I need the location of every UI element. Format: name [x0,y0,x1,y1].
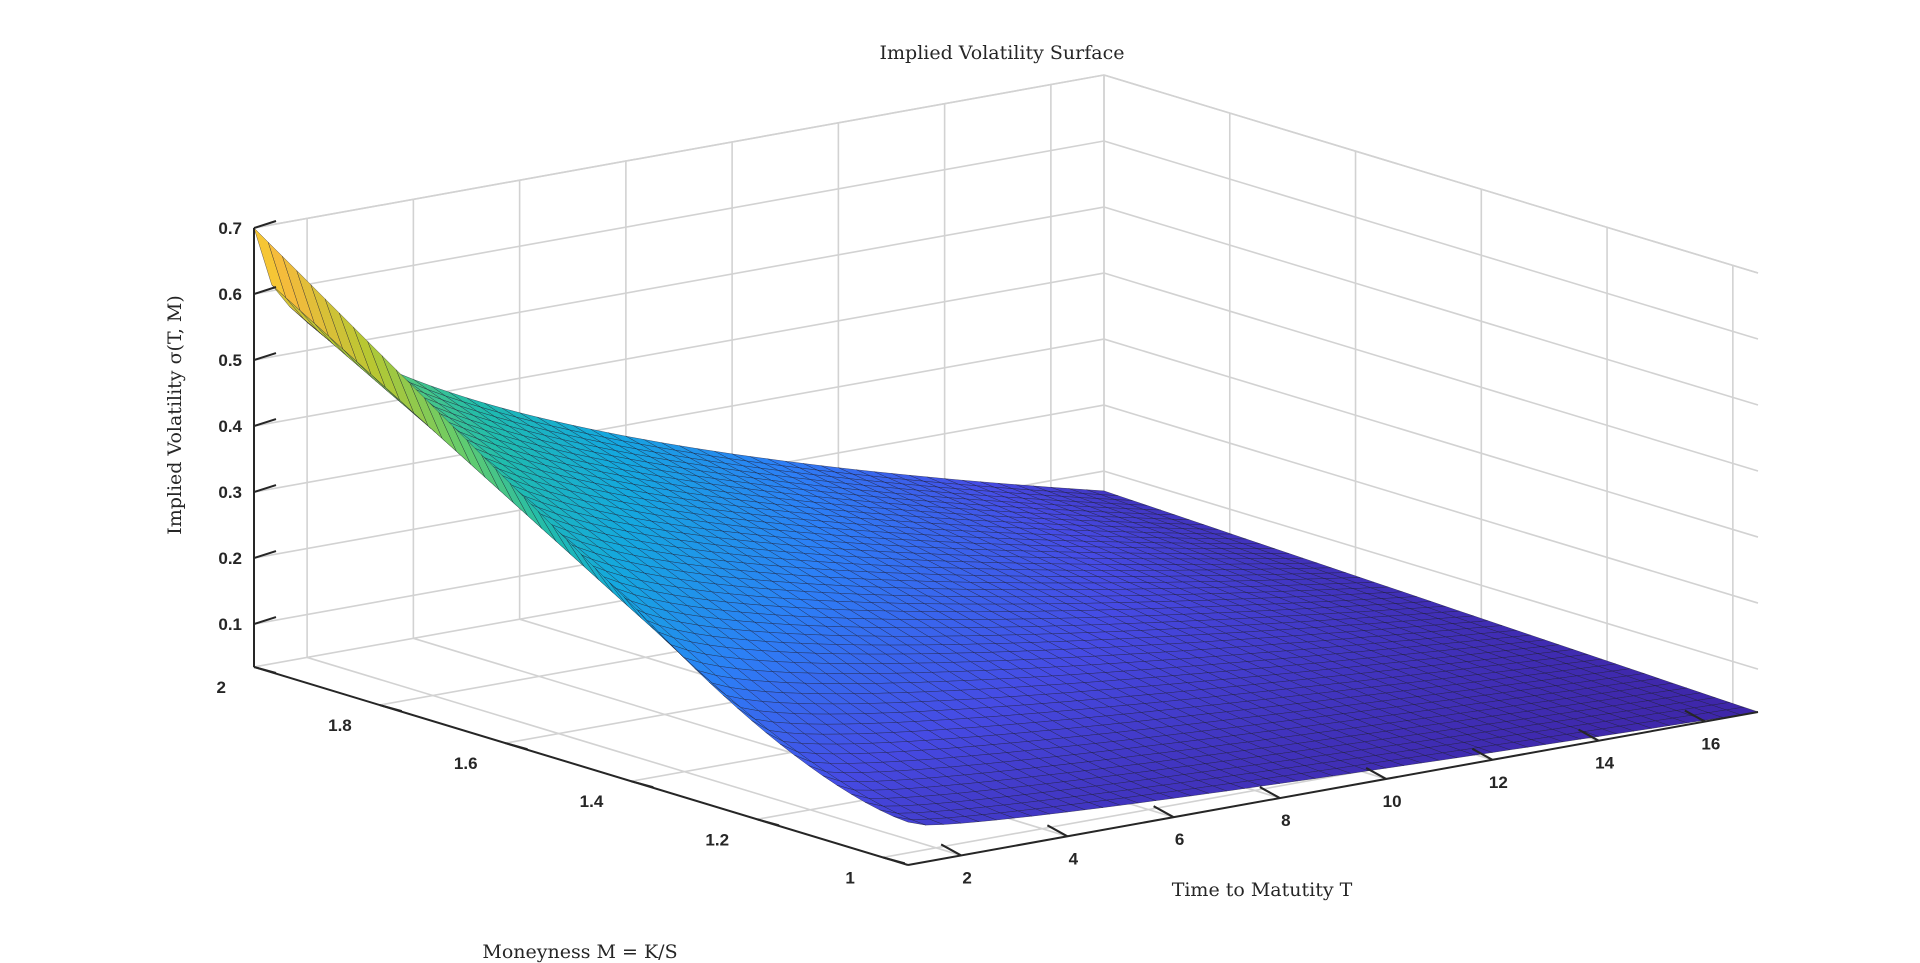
grid-line [253,272,1105,427]
y-axis-line [253,666,909,866]
x-tick-label: 8 [1281,811,1290,830]
z-tick [253,418,277,427]
axes-lines [253,228,1759,866]
z-tick [253,550,277,560]
x-tick-label: 2 [962,868,971,887]
surface-mesh [253,227,1759,826]
y-tick [379,704,403,713]
z-tick [253,616,277,626]
x-tick [1259,786,1281,799]
x-axis-label: Time to Matutity T [1172,879,1353,901]
grid-line [253,74,1105,229]
grid-line [1103,206,1759,406]
y-tick [253,666,277,674]
grid-line [1103,338,1759,538]
z-tick-label: 0.5 [218,351,242,370]
grid-line [1103,272,1759,472]
x-tick [1684,709,1706,723]
x-tick [1578,728,1600,742]
y-tick-label: 1.4 [580,792,604,811]
z-tick-label: 0.2 [218,549,242,568]
grid-line [1103,404,1759,604]
z-tick-label: 0.7 [218,219,242,238]
x-tick [1046,824,1068,838]
x-tick-label: 6 [1175,830,1184,849]
x-tick [940,843,962,857]
z-tick-label: 0.6 [218,285,242,304]
z-tick-label: 0.4 [218,417,242,436]
y-tick-label: 1 [845,868,854,887]
z-tick [253,352,277,361]
y-axis-label: Moneyness M = K/S [482,941,677,963]
grid-line [253,206,1105,361]
x-tick-label: 12 [1489,773,1508,792]
x-tick-label: 10 [1383,792,1402,811]
x-tick-label: 14 [1595,754,1614,773]
y-tick-label: 1.8 [328,716,352,735]
y-tick [882,856,906,865]
z-tick [253,286,277,295]
tick-marks [253,220,1706,865]
x-tick [1153,805,1175,819]
x-tick-label: 16 [1701,735,1720,754]
x-tick [1471,747,1493,761]
x-axis-line [907,711,1759,866]
z-tick [253,220,277,229]
y-tick [756,818,780,827]
y-tick [505,742,528,751]
grid-line [1103,470,1759,670]
y-tick-label: 1.6 [454,754,478,773]
y-tick [631,780,654,789]
grid-line [1103,140,1759,340]
y-tick-label: 2 [217,678,226,697]
grid-line [1103,74,1759,274]
z-tick-label: 0.3 [218,483,242,502]
x-tick-label: 4 [1069,849,1079,868]
y-tick-label: 1.2 [705,830,729,849]
grid-line [306,656,962,857]
z-tick [253,484,277,494]
tick-labels: 0.1 0.2 0.3 0.4 0.5 0.6 0.7 1 1.2 1.4 1.6 1.8 2 2 4 6 8 1… [217,219,1721,887]
z-tick-label: 0.1 [218,615,242,634]
grid-line [253,140,1105,295]
x-tick [1365,767,1387,780]
z-axis-label: Implied Volatility σ(T, M) [164,295,186,535]
grid-line [253,338,1105,493]
surface-cell [893,816,926,826]
chart-title: Implied Volatility Surface [880,42,1125,64]
